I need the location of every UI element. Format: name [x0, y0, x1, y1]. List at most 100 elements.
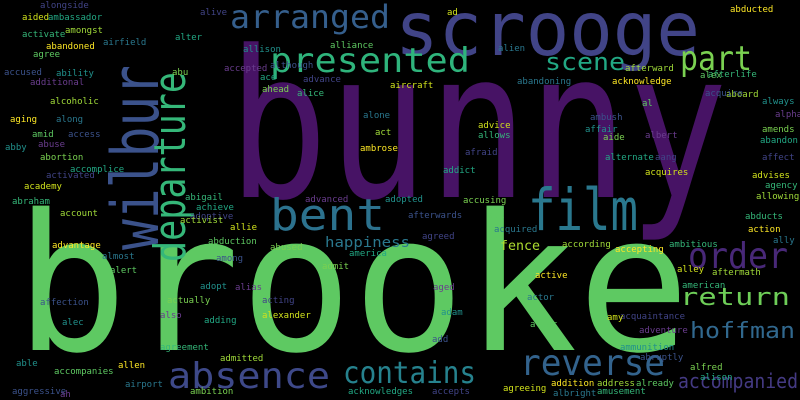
word: bunny: [228, 8, 728, 246]
word: amends: [762, 125, 795, 135]
word: abu: [172, 68, 188, 78]
word: arranged: [230, 0, 390, 36]
word: ah: [60, 390, 71, 400]
word: alter: [175, 33, 203, 43]
word: alfred: [690, 363, 723, 373]
word: affair: [585, 125, 618, 135]
word: accompanies: [54, 367, 114, 377]
word: although: [270, 61, 313, 71]
word: adoptive: [190, 212, 233, 222]
word: alley: [677, 265, 705, 275]
word: alison: [700, 373, 733, 383]
word: adventure: [639, 326, 688, 336]
word: activist: [180, 216, 223, 226]
word: agreed: [422, 232, 455, 242]
word: departure: [145, 72, 196, 262]
word: ali: [488, 211, 504, 221]
word: ambush: [590, 113, 623, 123]
word: scene: [545, 48, 625, 76]
word: albright: [553, 389, 596, 399]
word: active: [535, 271, 568, 281]
word: ambassador: [48, 13, 103, 23]
word: accomplice: [70, 165, 124, 175]
word: accepting: [615, 245, 664, 255]
word: afterward: [625, 64, 674, 74]
word: abandoned: [46, 42, 95, 52]
word: accepted: [224, 64, 267, 74]
word: almost: [102, 252, 135, 262]
word: addict: [443, 166, 476, 176]
word: reverse: [520, 343, 665, 384]
word: amid: [32, 130, 54, 140]
word: alliance: [330, 41, 373, 51]
word: airport: [125, 380, 163, 390]
word: hoffman: [690, 319, 795, 344]
word: accused: [4, 68, 42, 78]
word: allen: [118, 361, 145, 371]
word: admit: [322, 262, 349, 272]
word: al: [642, 99, 653, 109]
word: alcoholic: [50, 97, 99, 107]
word: academy: [24, 182, 63, 192]
word: aggressive: [12, 387, 66, 397]
word: scrooge: [395, 0, 700, 73]
word: affection: [40, 298, 89, 308]
word: absence: [168, 356, 330, 397]
word: afraid: [465, 148, 498, 158]
word: agency: [765, 181, 798, 191]
word: brooke: [15, 174, 690, 395]
word: alias: [235, 283, 262, 293]
word: abruptly: [640, 353, 684, 363]
word: allowing: [756, 192, 799, 202]
word: abduction: [208, 237, 257, 247]
word: aide: [603, 133, 625, 143]
word: ammunition: [620, 343, 674, 353]
word: film: [528, 176, 638, 244]
word: alert: [110, 266, 137, 276]
word: aged: [433, 283, 455, 293]
word: order: [688, 236, 788, 277]
word: altar: [530, 320, 558, 330]
word: contains: [343, 356, 476, 391]
word: act: [375, 128, 391, 138]
word: also: [160, 311, 182, 321]
word: alpha: [775, 110, 800, 120]
word: ad: [447, 8, 458, 18]
word: aided: [22, 13, 49, 23]
word: fence: [500, 239, 540, 254]
word: adam: [441, 308, 463, 318]
word: ambitious: [669, 240, 718, 250]
word: accepts: [432, 387, 470, 397]
word: alone: [363, 111, 390, 121]
word: add: [432, 335, 448, 345]
word: actor: [527, 293, 555, 303]
word: amusement: [597, 387, 646, 397]
word: amongst: [65, 26, 103, 36]
word: alexander: [262, 311, 311, 321]
word: abused: [270, 243, 303, 253]
word: happiness: [325, 235, 410, 251]
word: ambition: [190, 387, 233, 397]
word: acquires: [645, 168, 688, 178]
word: account: [60, 209, 98, 219]
word: abandon: [760, 136, 798, 146]
word: afterlife: [708, 70, 757, 80]
word: additional: [30, 78, 84, 88]
word: agreement: [160, 343, 209, 353]
word: return: [680, 283, 790, 311]
word: acquired: [494, 225, 537, 235]
word: action: [748, 225, 781, 235]
word: presented: [270, 41, 470, 81]
word: american: [682, 281, 725, 291]
word: acknowledges: [348, 387, 413, 397]
word: agree: [33, 50, 60, 60]
word: agreeing: [503, 384, 546, 394]
word: allie: [230, 223, 257, 233]
word: alternate: [605, 153, 654, 163]
word: airfield: [103, 38, 146, 48]
word: part: [680, 39, 752, 79]
word: achieve: [196, 203, 234, 213]
word: according: [562, 240, 611, 250]
